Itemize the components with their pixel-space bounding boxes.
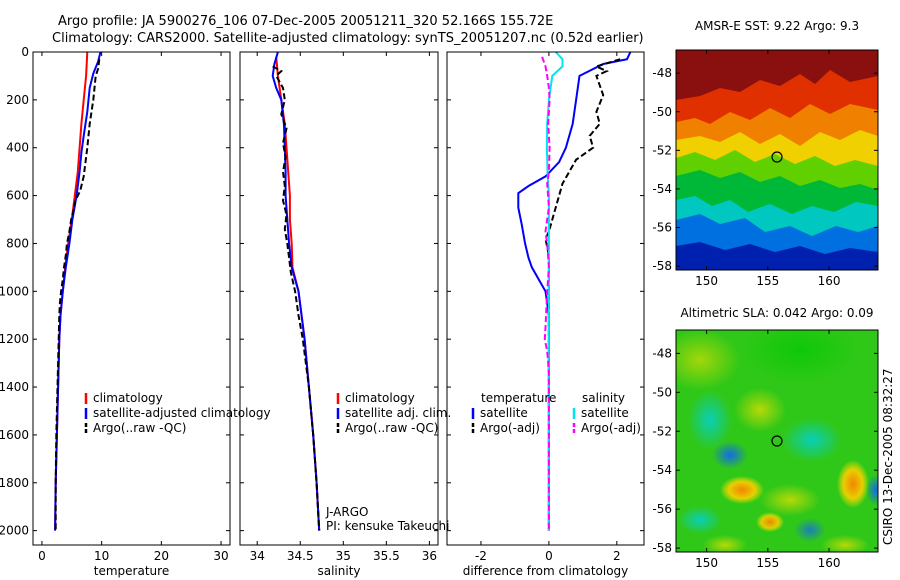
sst-map-axes: 150 155 160 -48 -50 -52 -54 -56 -58	[652, 50, 878, 288]
sla-map-xtick-label-2: 160	[818, 556, 841, 570]
difference-xlabel: difference from climatology	[463, 564, 629, 578]
temperature-legend-0-label: climatology	[93, 391, 163, 405]
difference-legend-0-0-label: satellite	[480, 406, 528, 420]
sla-argo-marker	[771, 435, 783, 447]
sla-map-ytick-label-2: -52	[652, 424, 672, 438]
temperature-ytick-label-10: 2000	[0, 524, 29, 538]
difference-xtick-label-1: 0	[545, 549, 553, 563]
credit-label: CSIRO 13-Dec-2005 08:32:27	[881, 368, 895, 545]
salinity-panel: 34 34.5 35 35.5 36 salinity climatologysatelli…	[239, 51, 451, 578]
salinity-xtick-label-1: 34.5	[287, 549, 314, 563]
salinity-legend-1-label: satellite adj. clim.	[345, 406, 451, 420]
temperature-xtick-label-1: 10	[94, 549, 109, 563]
sla-map-ytick-label-5: -58	[652, 541, 672, 555]
salinity-series-0	[275, 56, 321, 531]
sla-map-xtick-label-1: 155	[756, 556, 779, 570]
sla-map-frame	[675, 329, 879, 553]
temperature-ytick-label-6: 1200	[0, 332, 29, 346]
difference-legend-1-0-label: satellite	[581, 406, 629, 420]
temperature-xlabel: temperature	[94, 564, 169, 578]
difference-legend: temperaturesatelliteArgo(-adj)salinitysa…	[471, 391, 641, 435]
temperature-ytick-label-8: 1600	[0, 428, 29, 442]
temperature-xtick-label-2: 20	[154, 549, 169, 563]
salinity-xtick-label-4: 36	[422, 549, 437, 563]
sla-map-image	[676, 330, 878, 552]
difference-series-1	[544, 58, 621, 531]
temperature-legend-2-label: Argo(..raw -QC)	[93, 421, 186, 435]
salinity-xtick-label-0: 34	[250, 549, 265, 563]
sst-map: AMSR-E SST: 9.22 Argo: 9.3 150 155 160 -48 -…	[652, 19, 879, 288]
sst-map-ytick-label-2: -52	[652, 143, 672, 157]
sst-map-image	[676, 50, 878, 270]
sla-map-ytick-label-1: -50	[652, 385, 672, 399]
difference-series-2	[545, 52, 564, 531]
sla-map-axes: 150 155 160 -48 -50 -52 -54 -56 -58	[652, 330, 878, 570]
difference-series-group	[517, 52, 632, 531]
salinity-frame	[239, 51, 439, 546]
temperature-ytick-label-1: 200	[6, 93, 29, 107]
sst-map-xtick-label-1: 155	[756, 274, 779, 288]
temperature-xtick-label-3: 30	[213, 549, 228, 563]
salinity-series-group	[271, 52, 321, 531]
salinity-legend-0-label: climatology	[345, 391, 415, 405]
sla-map: Altimetric SLA: 0.042 Argo: 0.09 150 155 1…	[652, 306, 879, 570]
sla-map-ytick-label-0: -48	[652, 346, 672, 360]
sla-map-xtick-label-0: 150	[695, 556, 718, 570]
sst-map-xtick-label-2: 160	[818, 274, 841, 288]
sla-map-ytick-label-3: -54	[652, 463, 672, 477]
sst-map-ytick-label-0: -48	[652, 66, 672, 80]
temperature-series-2	[54, 59, 101, 531]
difference-legend-title-1: salinity	[582, 391, 625, 405]
temperature-ytick-label-9: 1800	[0, 476, 29, 490]
sst-map-title: AMSR-E SST: 9.22 Argo: 9.3	[695, 19, 859, 33]
temperature-frame	[32, 51, 231, 546]
salinity-annotation-1: PI: kensuke Takeuchi	[326, 519, 449, 533]
temperature-panel: 0 10 20 30 0 200 400 600 800 1000 1200 1400 1600 1800…	[0, 45, 271, 578]
temperature-series-1	[54, 52, 102, 531]
difference-legend-1-1-label: Argo(-adj)	[581, 421, 641, 435]
difference-xtick-label-2: 2	[613, 549, 621, 563]
temperature-series-0	[54, 52, 89, 531]
salinity-xlabel: salinity	[317, 564, 360, 578]
difference-legend-title-0: temperature	[481, 391, 556, 405]
temperature-legend-1-label: satellite-adjusted climatology	[93, 406, 271, 420]
difference-frame	[446, 51, 645, 546]
sla-map-ytick-label-4: -56	[652, 502, 672, 516]
sla-map-title: Altimetric SLA: 0.042 Argo: 0.09	[680, 306, 873, 320]
header-line-2: Climatology: CARS2000. Satellite-adjuste…	[52, 31, 644, 46]
difference-series-3	[541, 56, 551, 531]
header-line-1: Argo profile: JA 5900276_106 07-Dec-2005…	[58, 14, 553, 29]
temperature-xtick-label-0: 0	[38, 549, 46, 563]
sst-map-xtick-label-0: 150	[695, 274, 718, 288]
sst-map-ytick-label-1: -50	[652, 105, 672, 119]
salinity-xtick-label-2: 35	[336, 549, 351, 563]
temperature-ytick-label-2: 400	[6, 141, 29, 155]
salinity-series-2	[272, 65, 321, 531]
sst-map-frame	[675, 49, 879, 271]
difference-legend-0-1-label: Argo(-adj)	[480, 421, 540, 435]
sst-map-ytick-label-5: -58	[652, 259, 672, 273]
temperature-series-group	[54, 52, 102, 531]
difference-xtick-label-0: -2	[475, 549, 487, 563]
sst-map-ytick-label-3: -54	[652, 182, 672, 196]
sst-argo-marker	[771, 151, 783, 163]
difference-series-0	[517, 52, 632, 531]
temperature-ytick-label-7: 1400	[0, 380, 29, 394]
temperature-ytick-label-4: 800	[6, 236, 29, 250]
salinity-annotation-0: J-ARGO	[325, 505, 368, 519]
temperature-ytick-label-5: 1000	[0, 284, 29, 298]
salinity-xtick-label-3: 35.5	[373, 549, 400, 563]
salinity-legend-2-label: Argo(..raw -QC)	[345, 421, 438, 435]
temperature-ytick-label-3: 600	[6, 189, 29, 203]
temperature-ytick-label-0: 0	[21, 45, 29, 59]
sst-map-ytick-label-4: -56	[652, 221, 672, 235]
